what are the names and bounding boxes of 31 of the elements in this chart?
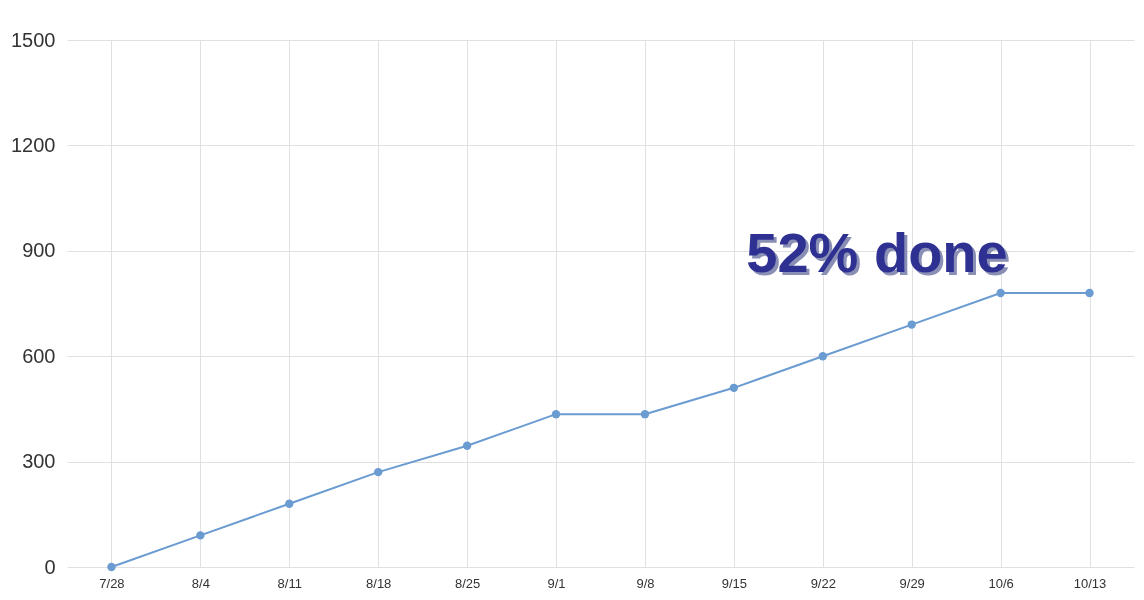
x-tick-label: 8/4 [191,575,210,591]
point [818,352,827,361]
x-tick-label: 9/22 [810,575,836,591]
y-tick-label: 1500 [11,28,56,51]
x-tick-label: 8/25 [454,575,481,591]
y-tick-label: 900 [22,239,56,262]
point [285,499,294,508]
point [462,441,472,450]
y-tick-label: 300 [22,450,56,473]
y-tick-label: 0 [44,555,56,578]
y-tick-label: 1200 [11,133,56,156]
point [640,410,650,419]
x-tick-label: 10/6 [988,575,1014,591]
point [196,531,205,540]
x-tick-label: 9/29 [899,575,925,591]
point [996,288,1005,298]
point [1085,288,1094,298]
x-tick-label: 9/8 [636,575,655,591]
x-tick-label: 9/1 [547,575,566,591]
x-tick-label: 10/13 [1073,575,1107,591]
point [551,410,561,419]
x-tick-label: 8/11 [277,575,302,591]
x-tick-label: 9/15 [721,575,748,591]
point [374,467,383,477]
x-tick-label: 8/18 [366,575,392,591]
point [729,383,739,392]
point [107,562,116,572]
point [907,320,916,329]
x-tick-label: 7/28 [99,575,125,591]
annotation: 52% done [749,224,1011,287]
y-tick-label: 600 [22,344,56,367]
